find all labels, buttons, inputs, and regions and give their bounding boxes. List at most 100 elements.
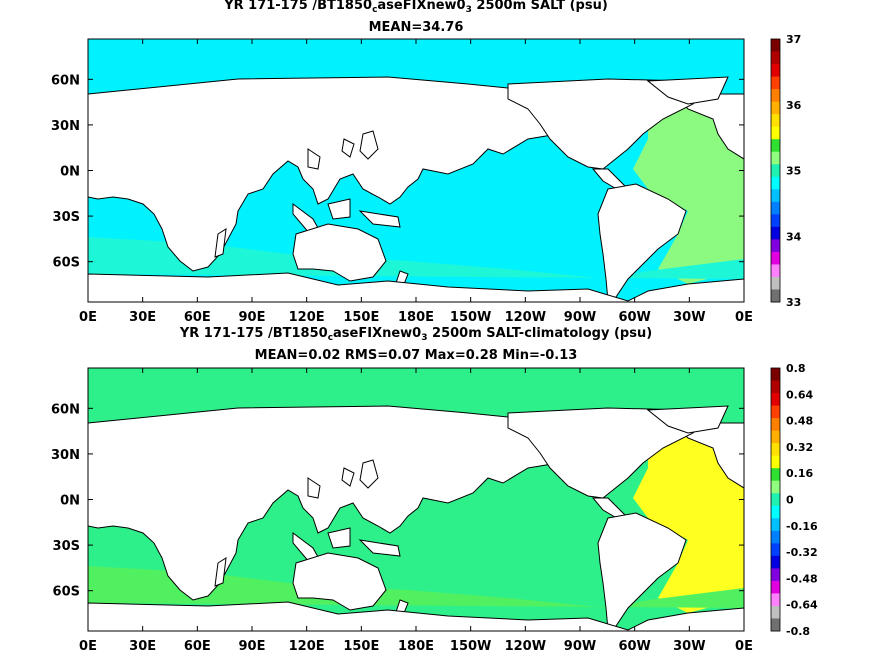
lat-label: 30N [51,119,80,134]
lat-label: 60S [53,256,80,271]
lon-label: 150W [450,639,491,654]
colorbar-swatch [771,214,780,228]
panel2-title: YR 171-175 /BT1850caseFIXnew03 2500m SAL… [179,326,653,343]
colorbar-2: 0.8 0.64 0.48 0.32 0.16 0 -0.16 -0.32 -0.48 -0.64… [770,362,818,638]
atlantic-field [633,428,744,613]
lon-label: 30W [673,639,705,654]
colorbar-swatch [771,39,780,53]
colorbar-swatch [771,89,780,103]
colorbar-swatch [771,443,780,457]
colorbar-swatch [771,226,780,240]
lon-label: 30E [129,310,156,325]
lon-label: 60W [618,310,650,325]
colorbar-swatch [771,176,780,190]
colorbar-label: 0.48 [786,415,813,428]
lon-label: 60E [184,310,211,325]
panel1-stats: MEAN=34.76 [368,20,464,35]
lon-label: 150W [450,310,491,325]
colorbar-swatch [771,430,780,444]
colorbar-swatch [771,114,780,128]
colorbar-swatch [771,76,780,90]
colorbar-label: 0 [786,494,794,507]
colorbar-label: 0.64 [786,388,813,401]
panel1-title: YR 171-175 /BT1850caseFIXnew03 2500m SAL… [224,0,608,15]
lon-label: 90E [239,639,266,654]
colorbar-swatch [771,580,780,594]
map-panel-1: 60N 30N 0N 30S 60S 0E 30E 60E 90E 120E 150E 180E 150… [51,38,753,325]
colorbar-swatch [771,418,780,432]
colorbar-swatch [771,455,780,469]
colorbar-swatch [771,276,780,290]
lat-label: 0N [60,165,80,180]
lon-label: 180E [398,310,434,325]
colorbar-swatch [771,593,780,607]
colorbar-label: -0.48 [786,572,818,585]
colorbar-label: 33 [786,296,801,309]
colorbar-swatch [771,251,780,265]
lat-label: 60N [51,402,80,417]
colorbar-swatch [771,289,780,303]
colorbar-swatch [771,164,780,178]
colorbar-label: -0.8 [786,625,810,638]
lon-label: 90W [564,639,596,654]
colorbar-swatch [771,368,780,382]
lon-label: 30W [673,310,705,325]
lat-label: 60S [53,585,80,600]
colorbar-label: 0.32 [786,441,813,454]
colorbar-swatch [771,264,780,278]
lon-label: 150E [343,310,379,325]
colorbar-label: 37 [786,33,801,46]
colorbar-swatch [771,605,780,619]
lon-label: 150E [343,639,379,654]
colorbar-swatch [771,405,780,419]
lon-label: 180E [398,639,434,654]
lon-label: 0E [79,310,97,325]
lat-label: 30N [51,448,80,463]
colorbar-swatch [771,126,780,140]
lon-label: 90E [239,310,266,325]
lon-label: 120W [505,639,546,654]
colorbar-label: 34 [786,230,802,243]
southern-ocean-field [88,237,744,279]
colorbar-label: 0.8 [786,362,806,375]
colorbar-swatch [771,239,780,253]
lat-label: 30S [53,539,80,554]
atlantic-field [633,99,744,284]
lon-label: 120E [289,639,325,654]
colorbar-swatch [771,51,780,65]
lat-label: 60N [51,73,80,88]
lon-label: 120W [505,310,546,325]
lon-label: 90W [564,310,596,325]
map-panel-2: 60N 30N 0N 30S 60S 0E 30E 60E 90E 120E 150E 180E 150… [51,367,753,654]
lon-label: 0E [79,639,97,654]
colorbar-swatch [771,151,780,165]
colorbar-swatch [771,480,780,494]
colorbar-swatch [771,201,780,215]
colorbar-label: -0.64 [786,599,818,612]
colorbar-swatch [771,543,780,557]
lat-label: 30S [53,210,80,225]
panel2-stats: MEAN=0.02 RMS=0.07 Max=0.28 Min=-0.13 [254,348,578,363]
colorbar-swatch [771,530,780,544]
colorbar-swatch [771,518,780,532]
lon-label: 120E [289,310,325,325]
colorbar-swatch [771,493,780,507]
lon-label: 0E [735,639,753,654]
colorbar-swatch [771,189,780,203]
colorbar-label: -0.16 [786,520,818,533]
lon-label: 60E [184,639,211,654]
colorbar-swatch [771,64,780,78]
colorbar-swatch [771,568,780,582]
colorbar-swatch [771,618,780,632]
colorbar-swatch [771,101,780,115]
colorbar-swatch [771,139,780,153]
colorbar-1: 37 36 35 34 33 [770,33,802,309]
southern-ocean-field [88,566,744,608]
colorbar-label: 36 [786,99,802,112]
lon-label: 60W [618,639,650,654]
lon-label: 30E [129,639,156,654]
colorbar-label: 35 [786,165,801,178]
colorbar-swatch [771,468,780,482]
colorbar-swatch [771,380,780,394]
